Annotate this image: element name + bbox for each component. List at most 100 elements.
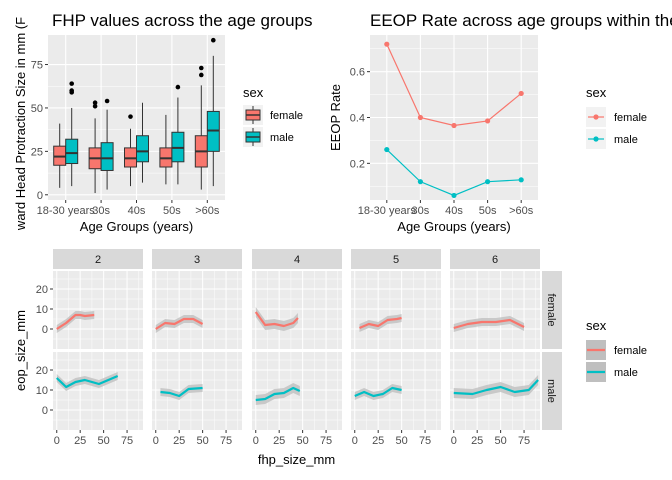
eeop-point-male — [451, 192, 457, 199]
facet-xtick-label: 25 — [273, 435, 285, 447]
eeop-point-male — [417, 179, 423, 185]
facet-ylabel: eop_size_mm — [13, 310, 28, 391]
facet-strip-right — [542, 271, 562, 349]
boxplot-outlier — [175, 84, 181, 90]
facet-panel — [252, 271, 342, 349]
facet-smooth-line-male — [255, 386, 301, 402]
facet-strip-top — [450, 249, 540, 269]
facet-panel — [351, 271, 441, 349]
boxplot-box — [100, 98, 114, 190]
boxplot-xtick-label: 50s — [163, 205, 181, 217]
boxplot-outlier — [104, 98, 110, 104]
boxplot-xtick-label: 18-30 years — [37, 205, 96, 217]
facet-smooth-line-female — [359, 316, 402, 330]
boxplot-box — [136, 102, 149, 183]
boxplot-box — [194, 65, 208, 190]
facet-strip-top — [152, 249, 242, 269]
eeop-point-male — [518, 177, 524, 183]
eeop-ytick-label: 0.4 — [350, 113, 365, 125]
facet-xtick-label: 50 — [98, 435, 110, 447]
boxplot-outlier — [69, 88, 74, 93]
facet-strip-label: 5 — [393, 254, 399, 266]
facet-strip-right-label: male — [545, 379, 557, 403]
eeop-ytick-label: 0.2 — [350, 158, 365, 170]
boxplot-iqr-box — [136, 135, 149, 163]
eeop-legend-title: sex — [586, 85, 607, 100]
boxplot-box — [65, 81, 79, 187]
facet-xtick-label: 0 — [352, 435, 358, 447]
eeop-xtick-label: >60s — [509, 205, 534, 217]
eeop-point-female — [384, 41, 390, 47]
facet-xtick-label: 75 — [518, 435, 530, 447]
facet-xtick-label: 50 — [297, 435, 309, 447]
eeop-point-male — [384, 146, 390, 153]
facet-smooth-line-female — [453, 318, 525, 330]
boxplot-xtick-label: 30s — [92, 205, 110, 217]
facet-xtick-label: 0 — [153, 435, 159, 447]
facet-xtick-label: 50 — [396, 435, 408, 447]
facet-xtick-label: 50 — [197, 435, 209, 447]
facet-panel — [450, 271, 540, 349]
facet-smooth-line-female — [56, 313, 95, 330]
eeop-legend-key-point — [593, 136, 599, 142]
boxplot-legend-label: male — [270, 132, 294, 144]
boxplot-ytick-label: 25 — [31, 146, 43, 158]
facet-strip-label: 3 — [194, 254, 200, 266]
eeop-xtick-label: 40s — [445, 205, 463, 217]
eeop-ylabel: EEOP Rate — [328, 84, 343, 151]
facet-smooth-line-male — [453, 379, 539, 396]
eeop-xlabel: Age Groups (years) — [397, 219, 510, 234]
facet-strip-top — [252, 249, 342, 269]
boxplot-outlier — [92, 100, 98, 106]
eeop-point-female — [417, 114, 423, 121]
facet-xtick-label: 75 — [121, 435, 133, 447]
facet-xtick-label: 25 — [471, 435, 483, 447]
eeop-point-male — [485, 179, 491, 185]
facet-xtick-label: 50 — [495, 435, 507, 447]
facet-xtick-label: 25 — [372, 435, 384, 447]
boxplot-ytick-label: 50 — [31, 103, 43, 115]
boxplot-box — [53, 123, 67, 188]
facet-ytick-label: 0 — [42, 405, 48, 417]
boxplot-outlier — [211, 37, 216, 43]
facet-smooth-line-female — [155, 317, 204, 330]
boxplot-box — [171, 84, 185, 185]
facet-legend-label: male — [614, 367, 638, 379]
boxplot-box — [124, 114, 137, 187]
eeop-ytick-label: 0.6 — [350, 67, 365, 79]
boxplot-xtick-label: >60s — [195, 205, 220, 217]
facet-ytick-label: 10 — [36, 385, 48, 397]
eeop-xtick-label: 30s — [412, 205, 430, 217]
facet-legend-title: sex — [586, 318, 607, 333]
facet-ytick-label: 0 — [42, 324, 48, 336]
boxplot-xlabel: Age Groups (years) — [80, 219, 193, 234]
boxplot-ytick-label: 0 — [37, 190, 43, 202]
boxplot-box — [206, 37, 220, 187]
boxplot-xtick-label: 40s — [128, 205, 146, 217]
facet-confidence-ribbon — [354, 384, 402, 400]
eeop-legend-label: male — [614, 134, 638, 146]
boxplot-outlier — [92, 103, 98, 109]
facet-xtick-label: 75 — [419, 435, 431, 447]
facet-xtick-label: 25 — [74, 435, 86, 447]
boxplot-iqr-box — [65, 138, 79, 165]
eeop-legend-label: female — [614, 112, 647, 124]
eeop-point-female — [518, 90, 524, 97]
facet-ytick-label: 20 — [36, 365, 48, 377]
facet-xtick-label: 75 — [220, 435, 232, 447]
boxplot-iqr-box — [100, 142, 114, 171]
facet-panel — [53, 271, 143, 349]
boxplot-legend-title: sex — [243, 85, 264, 100]
facet-smooth-line-male — [160, 386, 203, 398]
eeop-xtick-label: 18-30 years — [358, 205, 417, 217]
facet-strip-top — [53, 249, 143, 269]
boxplot-ylabel: ward Head Protraction Size in mm (F — [13, 17, 28, 231]
facet-strip-label: 6 — [492, 254, 498, 266]
boxplot-title: FHP values across the age groups — [52, 11, 313, 30]
facet-smooth-line-male — [354, 386, 402, 398]
facet-panel — [152, 271, 242, 349]
boxplot-box — [88, 100, 102, 194]
eeop-point-female — [485, 118, 491, 124]
facet-xtick-label: 0 — [451, 435, 457, 447]
